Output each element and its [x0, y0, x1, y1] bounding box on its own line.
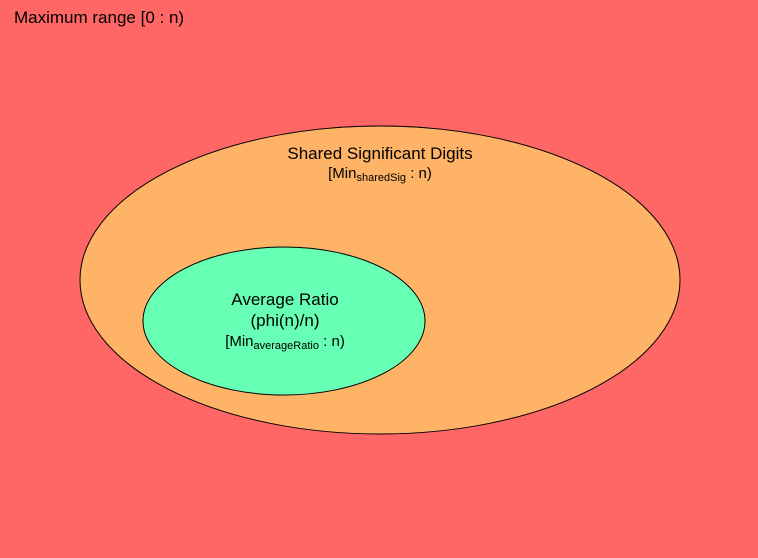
average-ratio-range: [MinaverageRatio : n) — [225, 333, 345, 352]
shared-sig-range-suffix: : n) — [406, 165, 432, 182]
average-ratio-range-suffix: : n) — [318, 333, 345, 350]
average-ratio-title: Average Ratio — [231, 290, 339, 309]
average-ratio-range-prefix: [Min — [225, 333, 254, 350]
shared-sig-range: [MinsharedSig : n) — [328, 165, 432, 184]
shared-sig-title: Shared Significant Digits — [287, 144, 473, 163]
average-ratio-range-sub: averageRatio — [253, 340, 319, 352]
average-ratio-ellipse — [142, 246, 426, 396]
shared-sig-range-prefix: [Min — [328, 165, 357, 182]
average-ratio-formula: (phi(n)/n) — [250, 311, 320, 330]
shared-sig-range-sub: sharedSig — [356, 172, 407, 184]
maximum-range-label: Maximum range [0 : n) — [14, 8, 185, 27]
